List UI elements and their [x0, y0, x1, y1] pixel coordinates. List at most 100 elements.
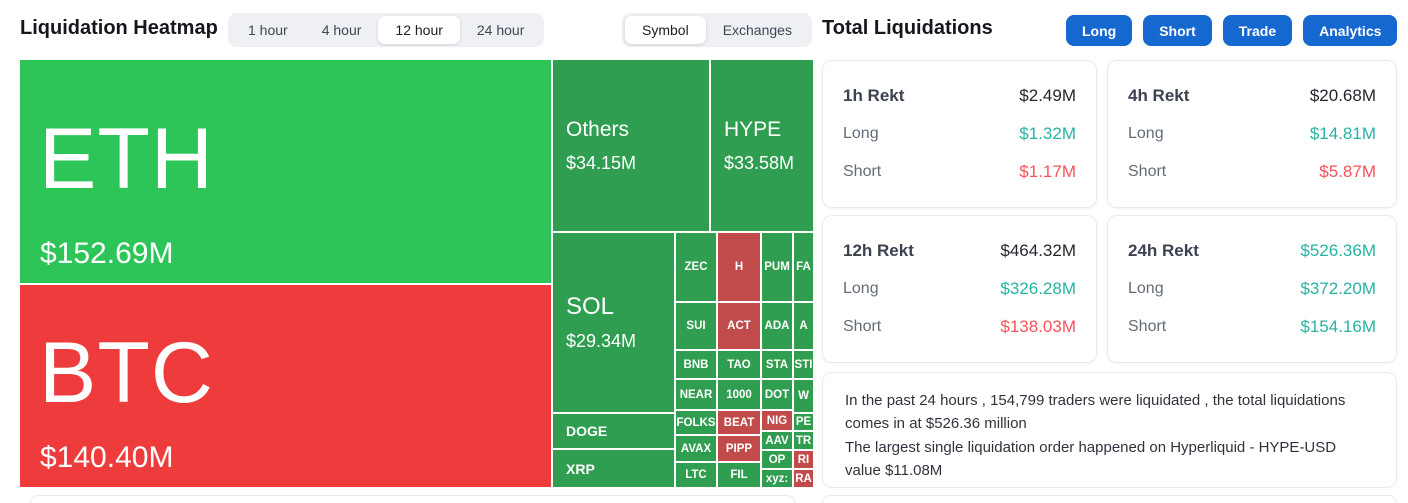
long-value: $1.32M — [1019, 124, 1076, 143]
tile-symbol: STI — [794, 358, 813, 371]
treemap-tile-doge[interactable]: DOGE — [553, 414, 674, 448]
tile-symbol: SOL — [566, 293, 615, 320]
tile-symbol: BEAT — [723, 416, 755, 429]
treemap-tile-sol[interactable]: SOL $29.34M — [553, 233, 674, 412]
treemap-tile-avax[interactable]: AVAX — [676, 436, 716, 461]
long-label: Long — [843, 280, 879, 297]
tile-symbol: AAV — [765, 434, 789, 447]
tile-symbol: A — [799, 320, 808, 332]
treemap-tile-btc[interactable]: BTC $140.40M — [20, 285, 551, 487]
treemap-tile-dot[interactable]: DOT — [762, 380, 792, 409]
tile-symbol: RA — [795, 472, 812, 485]
tile-value: $140.40M — [40, 441, 174, 474]
tile-symbol: TAO — [727, 358, 751, 371]
tile-symbol: xyz: — [765, 472, 789, 485]
card-title: 24h Rekt — [1128, 241, 1199, 260]
treemap-tile-ada[interactable]: ADA — [762, 303, 792, 349]
treemap-tile-folks[interactable]: FOLKS — [676, 411, 716, 434]
summary-line-2: The largest single liquidation order hap… — [845, 438, 1337, 479]
tile-symbol: NIG — [766, 414, 788, 427]
treemap-tile-nig[interactable]: NIG — [762, 411, 792, 430]
card-title: 4h Rekt — [1128, 86, 1190, 105]
stat-card-12h: 12h Rekt $464.32M Long $326.28M Short $1… — [822, 215, 1097, 363]
treemap-tile-act[interactable]: ACT — [718, 303, 760, 349]
treemap-tile-ri[interactable]: RI — [794, 451, 813, 468]
treemap-tile-aav[interactable]: AAV — [762, 432, 792, 449]
tab-exchanges[interactable]: Exchanges — [722, 22, 792, 38]
treemap-tile-op[interactable]: OP — [762, 451, 792, 468]
treemap-tile-xyz[interactable]: xyz: — [762, 470, 792, 487]
treemap-tile-bnb[interactable]: BNB — [676, 351, 716, 378]
short-label: Short — [1128, 163, 1167, 180]
tile-symbol: 1000 — [726, 388, 752, 401]
short-label: Short — [843, 318, 882, 335]
treemap-tile-others[interactable]: Others $34.15M — [553, 60, 709, 231]
long-value: $326.28M — [1000, 279, 1076, 298]
treemap-tile-sti[interactable]: STI — [794, 351, 813, 378]
next-card-stub-right — [822, 495, 1397, 503]
short-value: $138.03M — [1000, 317, 1076, 336]
treemap-tile-pipp[interactable]: PIPP — [718, 436, 760, 461]
tile-symbol: PE — [795, 416, 812, 428]
treemap-tile-pum[interactable]: PUM — [762, 233, 792, 301]
tile-symbol: H — [734, 261, 744, 273]
treemap-tile-beat[interactable]: BEAT — [718, 411, 760, 434]
treemap-tile-1000[interactable]: 1000 — [718, 380, 760, 409]
treemap-tile-hype[interactable]: HYPE $33.58M — [711, 60, 813, 231]
tile-value: $29.34M — [566, 331, 637, 351]
card-total-value: $20.68M — [1309, 86, 1376, 105]
tile-symbol: DOGE — [566, 423, 608, 439]
stat-card-1h: 1h Rekt $2.49M Long $1.32M Short $1.17M — [822, 60, 1097, 208]
treemap-tile-fa[interactable]: FA — [794, 233, 813, 301]
tile-symbol: TR — [795, 434, 812, 447]
tab-1-hour[interactable]: 1 hour — [248, 22, 288, 38]
tile-symbol: BNB — [683, 358, 709, 371]
tile-symbol: FOLKS — [676, 416, 716, 429]
tab-symbol[interactable]: Symbol — [625, 16, 706, 44]
treemap-tile-xrp[interactable]: XRP — [553, 450, 674, 487]
next-card-stub-left — [30, 495, 795, 503]
treemap-tile-sui[interactable]: SUI — [676, 303, 716, 349]
page-title: Liquidation Heatmap — [20, 17, 218, 39]
long-value: $372.20M — [1300, 279, 1376, 298]
trade-button[interactable]: Trade — [1222, 15, 1293, 46]
card-total-value: $2.49M — [1019, 86, 1076, 105]
analytics-button[interactable]: Analytics — [1303, 15, 1398, 46]
treemap-tile-near[interactable]: NEAR — [676, 380, 716, 409]
card-title: 12h Rekt — [843, 241, 914, 260]
treemap-tile-zec[interactable]: ZEC — [676, 233, 716, 301]
card-title: 1h Rekt — [843, 86, 905, 105]
treemap-tile-ltc[interactable]: LTC — [676, 463, 716, 487]
long-label: Long — [1128, 280, 1164, 297]
tab-24-hour[interactable]: 24 hour — [476, 22, 525, 38]
short-label: Short — [843, 163, 882, 180]
treemap-tile-fil[interactable]: FIL — [718, 463, 760, 487]
long-label: Long — [1128, 125, 1164, 142]
treemap: ETH $152.69M BTC $140.40M Others $34.15M HYPE $… — [20, 60, 813, 487]
tile-symbol: ZEC — [684, 261, 708, 273]
treemap-tile-ra[interactable]: RA — [794, 470, 813, 487]
treemap-tile-sta[interactable]: STA — [762, 351, 792, 378]
short-label: Short — [1128, 318, 1167, 335]
short-button[interactable]: Short — [1143, 15, 1212, 46]
tile-symbol: DOT — [764, 388, 790, 401]
tile-symbol: AVAX — [680, 442, 712, 455]
tile-symbol: RI — [797, 453, 810, 466]
treemap-tile-a[interactable]: A — [794, 303, 813, 349]
treemap-tile-tao[interactable]: TAO — [718, 351, 760, 378]
stat-card-24h: 24h Rekt $526.36M Long $372.20M Short $1… — [1107, 215, 1397, 363]
treemap-tile-w[interactable]: W — [794, 380, 813, 412]
tile-symbol: SUI — [686, 320, 706, 332]
tile-symbol: ADA — [764, 320, 790, 332]
treemap-tile-h[interactable]: H — [718, 233, 760, 301]
long-value: $14.81M — [1309, 124, 1376, 143]
tab-4-hour[interactable]: 4 hour — [321, 22, 362, 38]
treemap-tile-tr[interactable]: TR — [794, 432, 813, 449]
long-button[interactable]: Long — [1066, 15, 1133, 46]
tab-12-hour[interactable]: 12 hour — [378, 16, 460, 44]
treemap-tile-pe[interactable]: PE — [794, 414, 813, 430]
liquidation-summary-card: In the past 24 hours , 154,799 traders w… — [822, 372, 1397, 488]
tile-value: $152.69M — [40, 237, 174, 270]
treemap-tile-eth[interactable]: ETH $152.69M — [20, 60, 551, 283]
short-value: $1.17M — [1019, 162, 1076, 181]
